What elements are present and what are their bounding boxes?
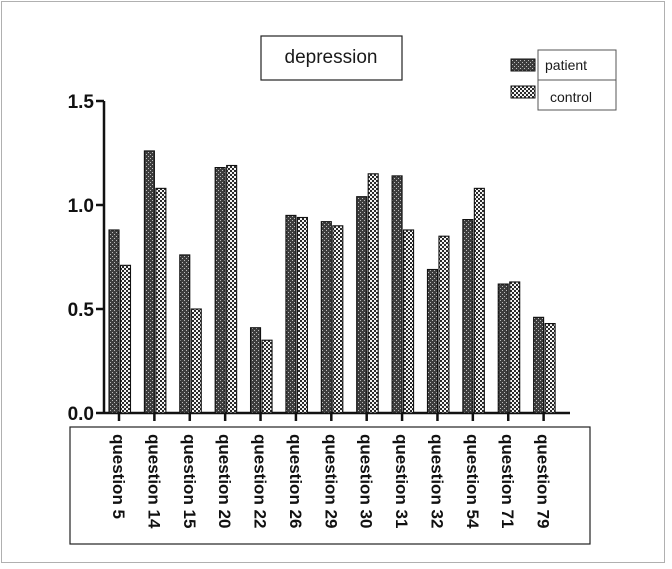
bar-patient-13 <box>533 316 545 414</box>
bar-patient-12 <box>497 283 509 414</box>
bar-control-13 <box>544 323 556 414</box>
chart-title-box <box>260 35 403 81</box>
bar-control-10 <box>438 235 450 414</box>
x-tick-label: question 54 <box>463 434 482 529</box>
x-label-box <box>69 426 591 545</box>
bar-control-11 <box>473 187 485 414</box>
legend-swatch-control <box>510 85 536 99</box>
x-tick-label: question 20 <box>215 434 234 528</box>
legend-box-control <box>537 79 617 111</box>
bar-control-7 <box>332 225 344 414</box>
bar-control-4 <box>226 164 238 414</box>
x-ticks: question 5 question 14 question 15 question… <box>109 413 553 529</box>
bar-patient-1 <box>108 229 120 414</box>
bar-patient-4 <box>214 167 226 414</box>
bar-control-1 <box>119 264 132 414</box>
x-tick-label: question 31 <box>392 434 411 528</box>
legend-label-patient: patient <box>545 57 587 73</box>
y-tick-label: 0.5 <box>68 300 95 321</box>
bar-patient-3 <box>179 254 191 414</box>
x-tick-label: question 15 <box>180 434 199 528</box>
y-ticks: 0.0 0.5 1.0 1.5 <box>68 92 104 425</box>
bar-patient-7 <box>320 221 332 414</box>
bar-control-8 <box>367 173 379 414</box>
x-tick-label: question 14 <box>144 434 163 529</box>
bar-patient-6 <box>285 214 297 414</box>
x-tick-label: question 71 <box>498 434 517 528</box>
bar-patient-2 <box>143 150 155 414</box>
bar-patient-11 <box>462 219 474 414</box>
legend: patient control <box>510 49 617 111</box>
x-tick-label: question 79 <box>534 434 553 528</box>
bar-control-2 <box>155 187 167 414</box>
legend-swatch-patient <box>510 58 536 72</box>
bar-control-5 <box>261 339 273 414</box>
bar-patient-10 <box>426 268 439 414</box>
bar-control-6 <box>296 216 308 414</box>
x-tick-label: question 30 <box>357 434 376 528</box>
x-tick-label: question 32 <box>427 434 446 528</box>
bar-control-3 <box>190 308 202 414</box>
bar-patient-8 <box>356 196 368 414</box>
bar-control-9 <box>403 229 415 414</box>
bars <box>108 150 556 414</box>
legend-label-control: control <box>550 89 592 105</box>
y-tick-label: 1.0 <box>68 196 94 217</box>
x-tick-label: question 22 <box>251 434 270 528</box>
bar-patient-9 <box>391 175 403 414</box>
x-tick-label: question 5 <box>109 434 128 519</box>
bar-patient-5 <box>249 327 262 414</box>
y-tick-label: 1.5 <box>68 92 95 113</box>
x-tick-label: question 26 <box>286 434 305 528</box>
y-tick-label: 0.0 <box>68 404 94 425</box>
x-tick-label: question 29 <box>321 434 340 528</box>
chart-title: depression <box>285 47 378 68</box>
bar-control-12 <box>509 281 521 414</box>
